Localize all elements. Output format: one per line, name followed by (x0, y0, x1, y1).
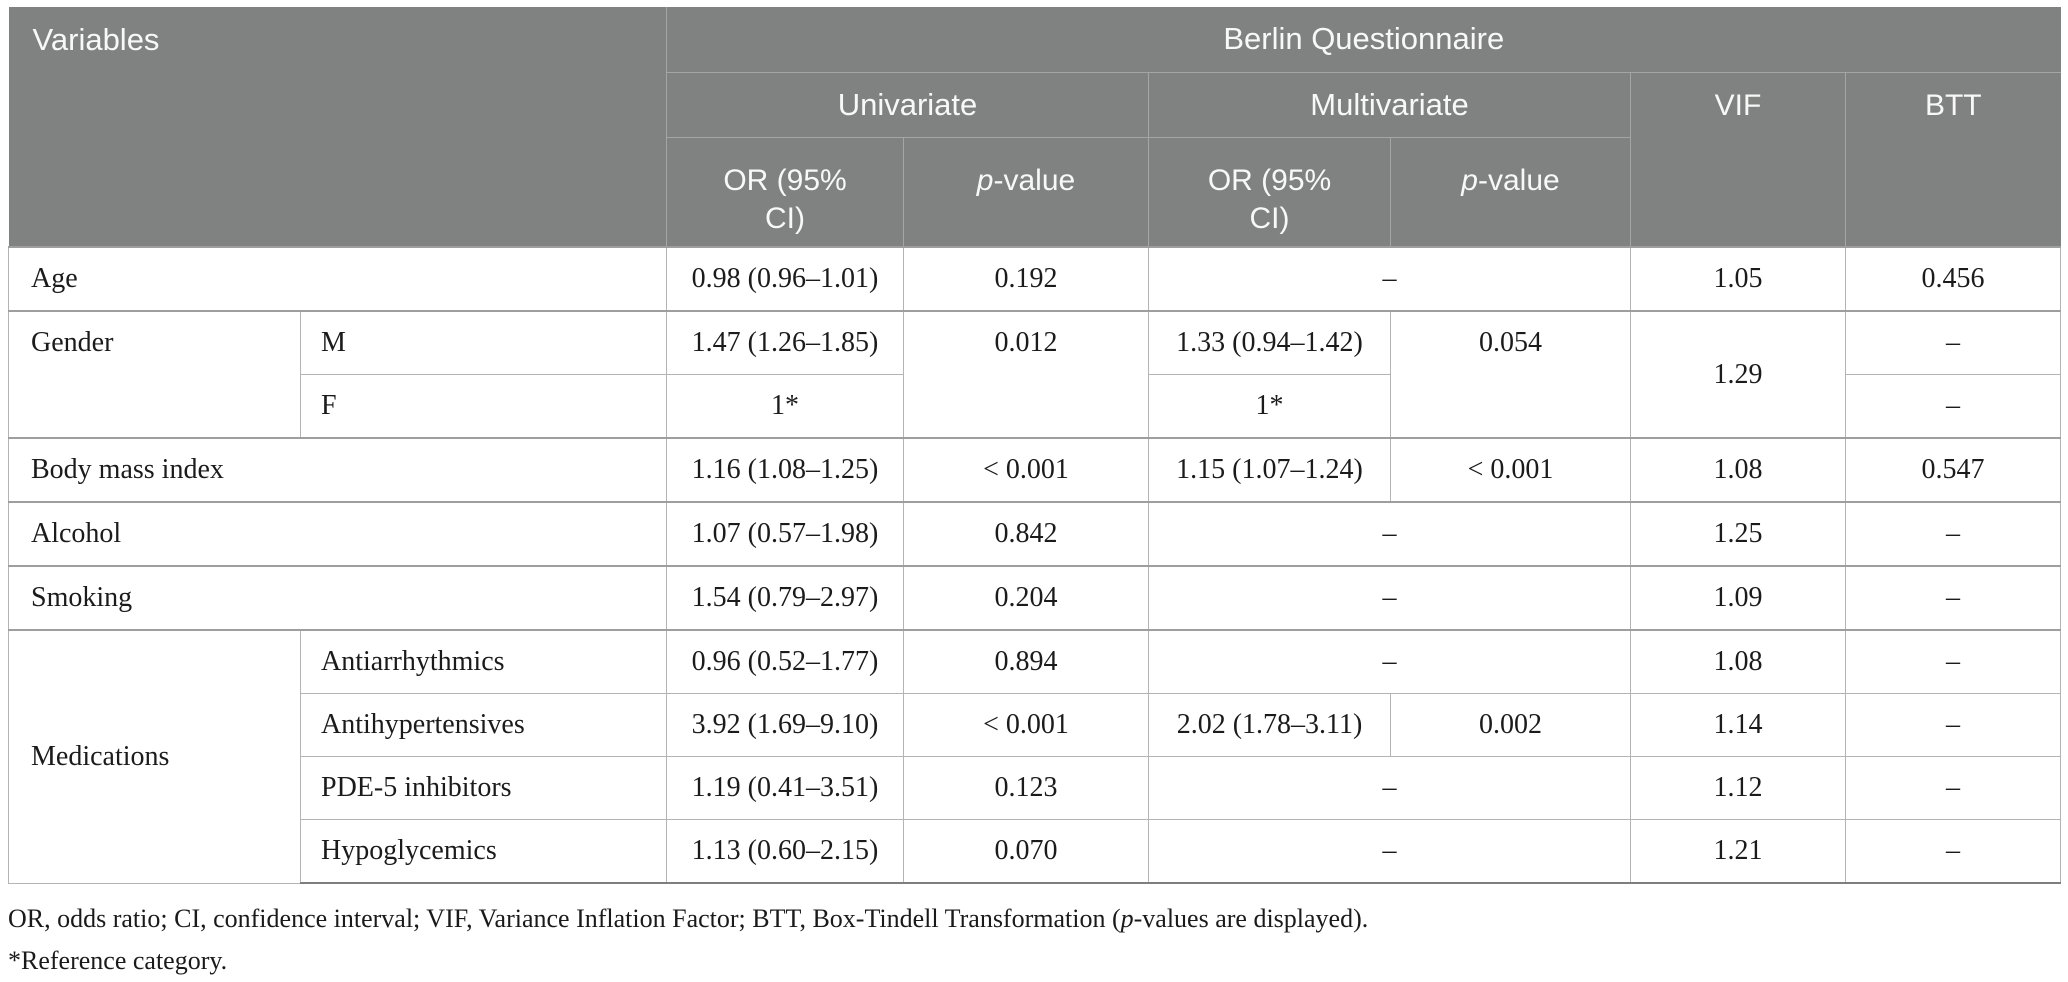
table-row: PDE-5 inhibitors 1.19 (0.41–3.51) 0.123 … (9, 756, 2062, 820)
cell-antiarrhythmics-btt: – (1844, 629, 2062, 694)
cell-age-uni-p: 0.192 (903, 246, 1149, 312)
table-row: Smoking 1.54 (0.79–2.97) 0.204 – 1.09 – (8, 565, 2062, 631)
cell-gender-label: Gender (8, 310, 301, 439)
cell-pde5-uni-or: 1.19 (0.41–3.51) (666, 756, 904, 820)
p-rest: -value (993, 163, 1076, 197)
cell-antihypertensives-uni-p: < 0.001 (903, 693, 1149, 757)
cell-antiarrhythmics-uni-or: 0.96 (0.52–1.77) (666, 629, 904, 694)
table-row: F 1* 1* – (9, 374, 2062, 439)
cell-gender-m-label: M (300, 310, 667, 375)
cell-gender-vif: 1.29 (1630, 310, 1846, 439)
p-rest: -value (1477, 163, 1560, 197)
cell-antiarrhythmics-multi: – (1148, 629, 1631, 694)
p-italic: p (976, 163, 994, 197)
or-ci-label: OR (95% CI) (723, 163, 847, 235)
cell-pde5-multi: – (1148, 756, 1631, 820)
cell-antihypertensives-multi-or: 2.02 (1.78–3.11) (1148, 693, 1391, 757)
header-variables: Variables (8, 7, 667, 248)
cell-gender-uni-p: 0.012 (903, 310, 1149, 439)
header-vif: VIF (1630, 71, 1846, 248)
cell-gender-f-uni-or: 1* (666, 374, 904, 439)
cell-gender-f-multi-or: 1* (1148, 374, 1391, 439)
cell-bmi-label: Body mass index (8, 437, 667, 503)
cell-gender-m-btt: – (1844, 310, 2062, 375)
cell-antiarrhythmics-uni-p: 0.894 (903, 629, 1149, 694)
cell-antihypertensives-btt: – (1844, 693, 2062, 757)
cell-bmi-multi-or: 1.15 (1.07–1.24) (1148, 437, 1391, 503)
cell-bmi-vif: 1.08 (1630, 437, 1846, 503)
header-univariate-p-value: p-value (903, 136, 1149, 248)
cell-smoking-label: Smoking (8, 565, 667, 631)
header-multivariate-or-ci: OR (95% CI) (1148, 136, 1391, 248)
table-row: Hypoglycemics 1.13 (0.60–2.15) 0.070 – 1… (9, 819, 2062, 884)
cell-alcohol-btt: – (1844, 501, 2062, 567)
cell-smoking-multi: – (1148, 565, 1631, 631)
footnote-abbreviations: OR, odds ratio; CI, confidence interval;… (8, 898, 2060, 940)
cell-smoking-btt: – (1844, 565, 2062, 631)
cell-hypoglycemics-vif: 1.21 (1630, 819, 1846, 884)
table-row: Body mass index 1.16 (1.08–1.25) < 0.001… (8, 437, 2062, 503)
cell-gender-multi-p: 0.054 (1390, 310, 1631, 439)
table-row: Medications Antiarrhythmics 0.96 (0.52–1… (8, 629, 2062, 884)
header-multivariate-p-value: p-value (1390, 136, 1631, 248)
table-row: Antihypertensives 3.92 (1.69–9.10) < 0.0… (9, 693, 2062, 757)
cell-age-btt: 0.456 (1844, 246, 2062, 312)
cell-hypoglycemics-uni-p: 0.070 (903, 819, 1149, 884)
cell-smoking-vif: 1.09 (1630, 565, 1846, 631)
or-ci-label: OR (95% CI) (1207, 163, 1332, 235)
cell-bmi-uni-or: 1.16 (1.08–1.25) (666, 437, 904, 503)
cell-age-multi: – (1148, 246, 1631, 312)
cell-bmi-multi-p: < 0.001 (1390, 437, 1631, 503)
cell-hypoglycemics-multi: – (1148, 819, 1631, 884)
header-multivariate: Multivariate (1148, 71, 1631, 138)
cell-alcohol-multi: – (1148, 501, 1631, 567)
cell-bmi-btt: 0.547 (1844, 437, 2062, 503)
cell-gender-f-btt: – (1844, 374, 2062, 439)
paper-table-figure: Variables Berlin Questionnaire Univariat… (0, 7, 2068, 975)
p-italic: p (1461, 163, 1478, 197)
cell-pde5-uni-p: 0.123 (903, 756, 1149, 820)
cell-antihypertensives-vif: 1.14 (1630, 693, 1846, 757)
cell-gender-m-multi-or: 1.33 (0.94–1.42) (1148, 310, 1391, 375)
cell-antihypertensives-label: Antihypertensives (300, 693, 667, 757)
cell-age-vif: 1.05 (1630, 246, 1846, 312)
cell-hypoglycemics-btt: – (1844, 819, 2062, 884)
cell-smoking-uni-or: 1.54 (0.79–2.97) (666, 565, 904, 631)
regression-results-table: Variables Berlin Questionnaire Univariat… (8, 7, 2062, 884)
header-univariate-or-ci: OR (95% CI) (666, 136, 904, 248)
table-footnotes: OR, odds ratio; CI, confidence interval;… (8, 898, 2060, 982)
header-univariate: Univariate (666, 71, 1149, 138)
cell-hypoglycemics-label: Hypoglycemics (300, 819, 667, 884)
cell-pde5-label: PDE-5 inhibitors (300, 756, 667, 820)
cell-hypoglycemics-uni-or: 1.13 (0.60–2.15) (666, 819, 904, 884)
footnote-text-post: -values are displayed). (1133, 904, 1369, 933)
cell-smoking-uni-p: 0.204 (903, 565, 1149, 631)
table-row: Gender M 1.47 (1.26–1.85) 0.012 1.33 (0.… (8, 310, 2062, 439)
table-row: Alcohol 1.07 (0.57–1.98) 0.842 – 1.25 – (8, 501, 2062, 567)
cell-antiarrhythmics-label: Antiarrhythmics (300, 629, 667, 694)
cell-age-label: Age (8, 246, 667, 312)
header-btt: BTT (1844, 71, 2061, 248)
cell-antiarrhythmics-vif: 1.08 (1630, 629, 1846, 694)
cell-bmi-uni-p: < 0.001 (903, 437, 1149, 503)
footnote-text-pre: OR, odds ratio; CI, confidence interval;… (8, 904, 1121, 933)
cell-antihypertensives-multi-p: 0.002 (1390, 693, 1631, 757)
header-berlin-questionnaire: Berlin Questionnaire (665, 7, 2061, 73)
footnote-reference-category: *Reference category. (8, 946, 228, 975)
table-header: Variables Berlin Questionnaire Univariat… (8, 7, 2061, 248)
cell-alcohol-vif: 1.25 (1630, 501, 1846, 567)
footnote-p-italic: p (1120, 904, 1134, 933)
table-row: Age 0.98 (0.96–1.01) 0.192 – 1.05 0.456 (8, 246, 2062, 312)
cell-alcohol-uni-or: 1.07 (0.57–1.98) (666, 501, 904, 567)
cell-gender-f-label: F (300, 374, 667, 439)
cell-medications-label: Medications (8, 629, 301, 884)
cell-gender-m-uni-or: 1.47 (1.26–1.85) (666, 310, 904, 375)
cell-alcohol-uni-p: 0.842 (903, 501, 1149, 567)
table-body: Age 0.98 (0.96–1.01) 0.192 – 1.05 0.456 … (8, 246, 2062, 884)
cell-pde5-vif: 1.12 (1630, 756, 1846, 820)
cell-alcohol-label: Alcohol (8, 501, 667, 567)
cell-antihypertensives-uni-or: 3.92 (1.69–9.10) (666, 693, 904, 757)
cell-age-uni-or: 0.98 (0.96–1.01) (666, 246, 904, 312)
cell-pde5-btt: – (1844, 756, 2062, 820)
